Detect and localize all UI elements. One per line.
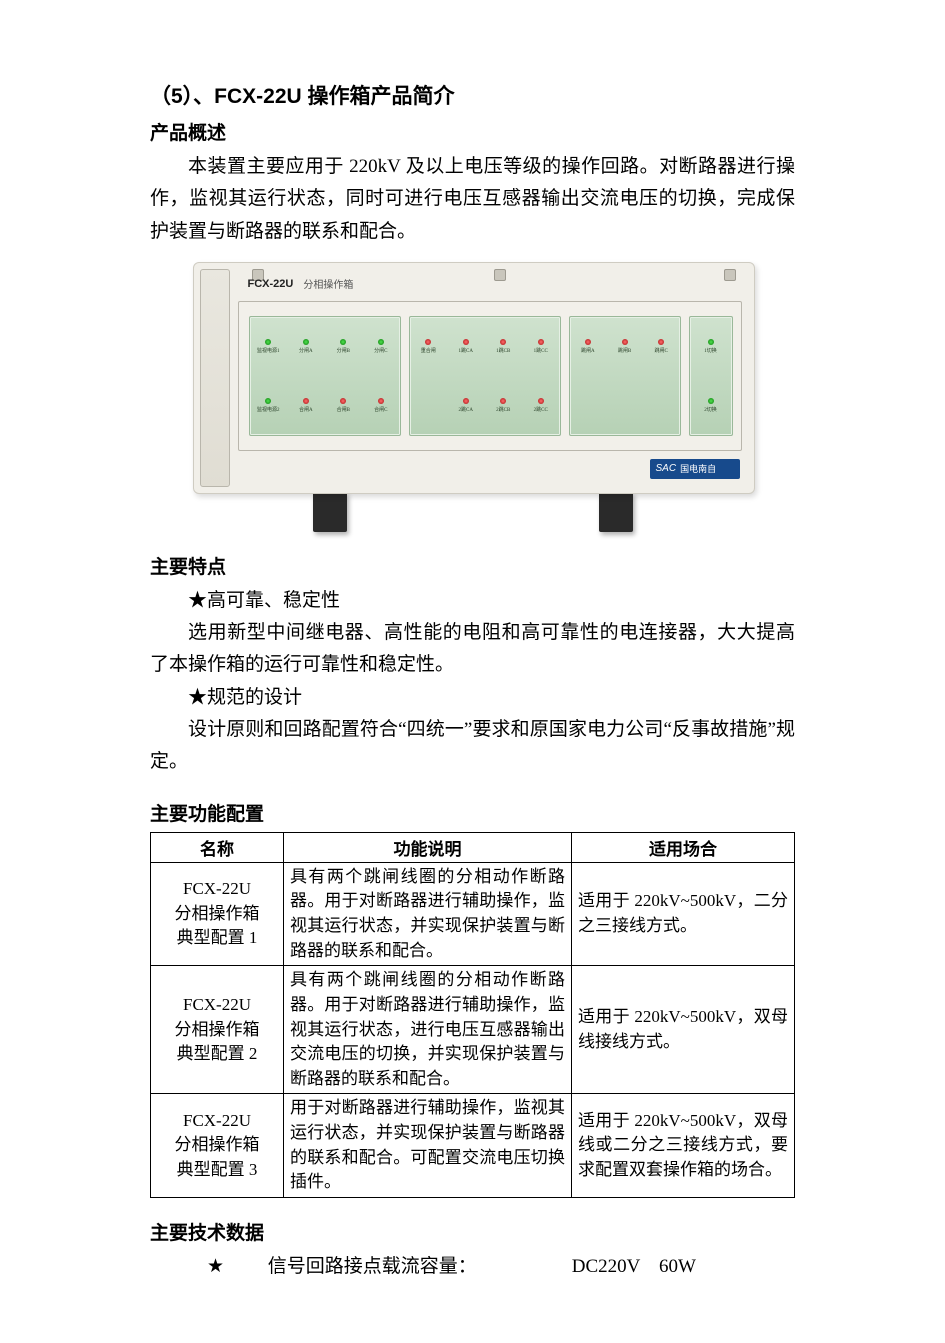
- table-row: FCX-22U分相操作箱典型配置 1具有两个跳闸线圈的分相动作断路器。用于对断路…: [151, 862, 795, 966]
- section-table-heading: 主要功能配置: [150, 799, 795, 826]
- cell-use: 适用于 220kV~500kV，二分之三接线方式。: [572, 862, 795, 966]
- cell-name: FCX-22U分相操作箱典型配置 3: [151, 1094, 284, 1198]
- cell-use: 适用于 220kV~500kV，双母线接线方式。: [572, 966, 795, 1094]
- feature-2-title: ★规范的设计: [150, 682, 795, 714]
- cell-desc: 用于对断路器进行辅助操作，监视其运行状态，并实现保护装置与断路器的联系和配合。可…: [284, 1094, 572, 1198]
- tech-label: 信号回路接点载流容量：: [230, 1251, 534, 1283]
- brand-cn: 国电南自: [680, 462, 716, 475]
- col-name: 名称: [151, 832, 284, 862]
- cell-use: 适用于 220kV~500kV，双母线或二分之三接线方式，要求配置双套操作箱的场…: [572, 1094, 795, 1198]
- page: （5）、FCX-22U 操作箱产品简介 产品概述 本装置主要应用于 220kV …: [0, 0, 945, 1343]
- table-row: FCX-22U分相操作箱典型配置 3用于对断路器进行辅助操作，监视其运行状态，并…: [151, 1094, 795, 1198]
- feature-1-title: ★高可靠、稳定性: [150, 585, 795, 617]
- feature-2-body: 设计原则和回路配置符合“四统一”要求和原国家电力公司“反事故措施”规定。: [150, 714, 795, 779]
- section-overview-heading: 产品概述: [150, 118, 795, 145]
- product-photo: FCX-22U 分相操作箱 监视电源1 分闸A 分闸B 分闸C 监视电源2: [150, 262, 795, 532]
- brand-en: SAC: [656, 463, 677, 474]
- section-features-heading: 主要特点: [150, 552, 795, 579]
- page-title: （5）、FCX-22U 操作箱产品简介: [150, 80, 795, 110]
- section-overview-body: 本装置主要应用于 220kV 及以上电压等级的操作回路。对断路器进行操作，监视其…: [150, 151, 795, 248]
- cell-name: FCX-22U分相操作箱典型配置 1: [151, 862, 284, 966]
- device-header: FCX-22U 分相操作箱: [248, 273, 738, 295]
- brand-tag: SAC 国电南自: [650, 459, 740, 479]
- star-icon: ★: [169, 1251, 224, 1283]
- table-header-row: 名称 功能说明 适用场合: [151, 832, 795, 862]
- col-desc: 功能说明: [284, 832, 572, 862]
- cell-desc: 具有两个跳闸线圈的分相动作断路器。用于对断路器进行辅助操作，监视其运行状态，进行…: [284, 966, 572, 1094]
- tech-value: DC220V 60W: [534, 1251, 696, 1283]
- section-tech-heading: 主要技术数据: [150, 1218, 795, 1245]
- device-model-sub: 分相操作箱: [303, 276, 353, 291]
- col-use: 适用场合: [572, 832, 795, 862]
- cell-desc: 具有两个跳闸线圈的分相动作断路器。用于对断路器进行辅助操作，监视其运行状态，并实…: [284, 862, 572, 966]
- table-row: FCX-22U分相操作箱典型配置 2具有两个跳闸线圈的分相动作断路器。用于对断路…: [151, 966, 795, 1094]
- feature-1-body: 选用新型中间继电器、高性能的电阻和高可靠性的电连接器，大大提高了本操作箱的运行可…: [150, 617, 795, 682]
- tech-data-line: ★ 信号回路接点载流容量： DC220V 60W: [150, 1251, 795, 1283]
- cell-name: FCX-22U分相操作箱典型配置 2: [151, 966, 284, 1094]
- spec-table: 名称 功能说明 适用场合 FCX-22U分相操作箱典型配置 1具有两个跳闸线圈的…: [150, 832, 795, 1198]
- device-model: FCX-22U: [248, 278, 294, 290]
